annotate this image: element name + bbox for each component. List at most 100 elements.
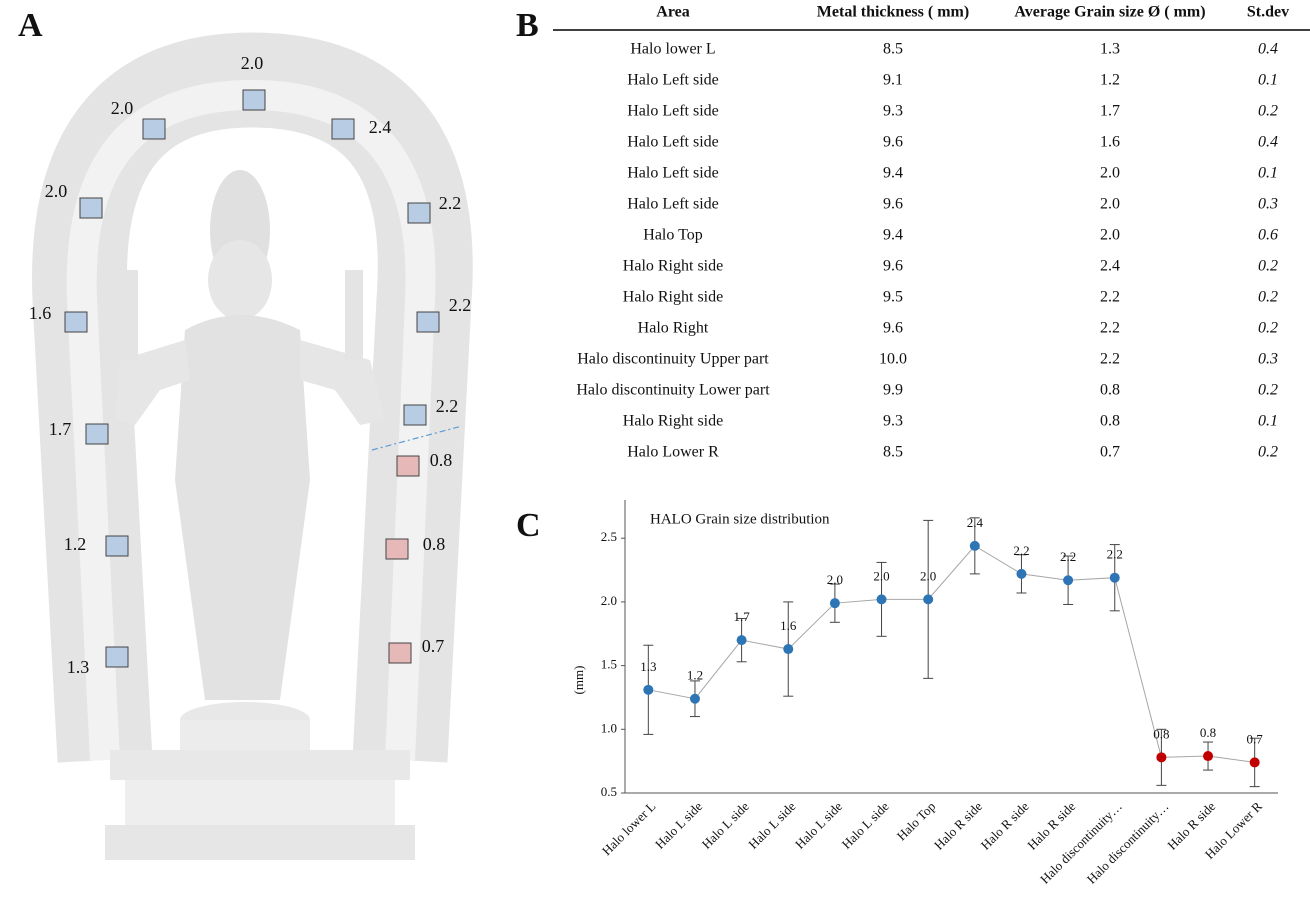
region-marker (386, 539, 408, 559)
table-cell: 0.2 (1258, 103, 1278, 120)
value-label: 1.3 (640, 659, 656, 674)
marker-label: 2.0 (45, 181, 68, 201)
table-cell: 1.2 (1100, 72, 1120, 89)
marker-label: 2.4 (369, 117, 392, 137)
table-cell: 9.1 (883, 72, 903, 89)
region-marker (243, 90, 265, 110)
x-tick-label: Halo Top (894, 799, 939, 844)
region-marker (106, 536, 128, 556)
value-label: 1.7 (733, 609, 750, 624)
y-tick-label: 1.5 (601, 657, 617, 672)
data-point (923, 594, 933, 604)
table-cell: 0.2 (1258, 320, 1278, 337)
table-cell: 0.3 (1258, 196, 1278, 213)
table-cell: 9.5 (883, 289, 903, 306)
region-marker (65, 312, 87, 332)
table-cell: 0.2 (1258, 382, 1278, 399)
value-label: 0.7 (1247, 731, 1264, 746)
value-label: 2.0 (827, 572, 843, 587)
panel-letter: B (516, 7, 539, 44)
table-cell: Halo discontinuity Upper part (577, 351, 769, 368)
panel-letter: C (516, 507, 541, 544)
region-marker (389, 643, 411, 663)
data-point (1250, 757, 1260, 767)
data-point (1203, 751, 1213, 761)
region-marker (86, 424, 108, 444)
table-cell: Halo Left side (627, 103, 719, 120)
table-cell: 2.0 (1100, 227, 1120, 244)
table-cell: 2.2 (1100, 320, 1120, 337)
table-cell: 9.4 (883, 165, 903, 182)
table-cell: 8.5 (883, 41, 903, 58)
table-cell: Halo Right side (623, 413, 723, 430)
region-marker (143, 119, 165, 139)
table-cell: 2.2 (1100, 289, 1120, 306)
table-cell: Halo Right side (623, 289, 723, 306)
marker-label: 0.8 (423, 534, 446, 554)
table-cell: Halo Left side (627, 196, 719, 213)
table-cell: 9.3 (883, 103, 903, 120)
marker-label: 2.2 (436, 396, 459, 416)
table-cell: 2.4 (1100, 258, 1120, 275)
table-cell: Halo Lower R (627, 444, 719, 461)
data-point (1016, 569, 1026, 579)
table-cell: Halo Right (638, 320, 709, 337)
table-cell: 1.3 (1100, 41, 1120, 58)
marker-label: 1.2 (64, 534, 87, 554)
data-point (1110, 573, 1120, 583)
region-marker (417, 312, 439, 332)
table-cell: 9.3 (883, 413, 903, 430)
value-label: 2.0 (873, 568, 889, 583)
table-cell: 9.9 (883, 382, 903, 399)
value-label: 0.8 (1153, 726, 1169, 741)
x-tick-label: Halo L side (792, 798, 845, 851)
table-cell: 0.7 (1100, 444, 1120, 461)
table-cell: Halo Left side (627, 72, 719, 89)
value-label: 1.2 (687, 668, 703, 683)
marker-label: 1.6 (29, 303, 52, 323)
value-label: 2.2 (1013, 543, 1029, 558)
marker-label: 1.3 (67, 657, 90, 677)
table-cell: 1.6 (1100, 134, 1120, 151)
x-tick-label: Halo L side (839, 798, 892, 851)
value-label: 0.8 (1200, 725, 1216, 740)
marker-label: 2.0 (241, 53, 264, 73)
y-tick-label: 2.5 (601, 529, 617, 544)
y-tick-label: 2.0 (601, 593, 617, 608)
table-cell: Halo Top (643, 227, 702, 244)
table-cell: 9.4 (883, 227, 903, 244)
table-cell: Halo lower L (630, 41, 715, 58)
table-cell: 0.8 (1100, 382, 1120, 399)
table-cell: 0.4 (1258, 41, 1278, 58)
table-cell: 9.6 (883, 320, 903, 337)
x-tick-label: Halo lower L (599, 799, 659, 859)
region-marker (80, 198, 102, 218)
table-cell: 9.6 (883, 258, 903, 275)
panel-letter: A (18, 7, 43, 44)
table-cell: 0.2 (1258, 444, 1278, 461)
marker-label: 0.8 (430, 450, 453, 470)
data-point (1063, 575, 1073, 585)
table-cell: Halo Left side (627, 134, 719, 151)
x-tick-label: Halo R side (978, 798, 1032, 852)
data-point (877, 594, 887, 604)
table-cell: 0.6 (1258, 227, 1278, 244)
chart-title: HALO Grain size distribution (650, 511, 830, 527)
value-label: 2.2 (1107, 547, 1123, 562)
y-tick-label: 1.0 (601, 720, 617, 735)
marker-label: 0.7 (422, 636, 445, 656)
marker-label: 1.7 (49, 419, 72, 439)
y-axis-label: (mm) (571, 666, 586, 695)
data-point (690, 694, 700, 704)
value-label: 2.0 (920, 568, 936, 583)
value-label: 2.2 (1060, 549, 1076, 564)
region-marker (408, 203, 430, 223)
value-label: 1.6 (780, 618, 797, 633)
table-cell: 2.0 (1100, 196, 1120, 213)
region-marker (397, 456, 419, 476)
x-tick-label: Halo discontinuity… (1084, 799, 1172, 887)
marker-label: 2.2 (449, 295, 472, 315)
x-tick-label: Halo discontinuity… (1037, 799, 1125, 887)
table-cell: Halo discontinuity Lower part (576, 382, 770, 399)
table-cell: 1.7 (1100, 103, 1120, 120)
